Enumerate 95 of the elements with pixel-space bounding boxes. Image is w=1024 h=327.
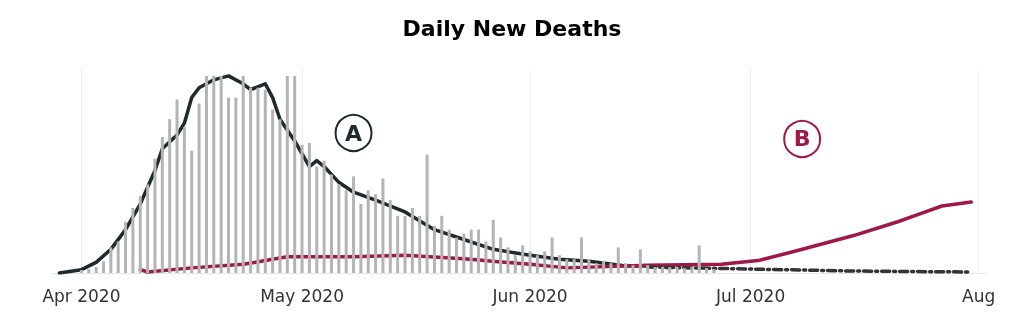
bar — [469, 229, 473, 273]
bar — [418, 215, 422, 273]
bar — [705, 268, 709, 273]
bar — [227, 97, 230, 273]
bar — [329, 174, 333, 273]
bar — [212, 75, 216, 273]
bar — [322, 160, 326, 273]
bar — [190, 150, 194, 273]
bar — [146, 184, 150, 273]
bar — [660, 267, 664, 273]
bar — [638, 249, 642, 273]
bar — [616, 247, 620, 273]
bar — [624, 263, 628, 273]
bar — [506, 247, 510, 273]
annotation: A — [345, 120, 363, 146]
bar — [690, 267, 694, 273]
bar — [241, 75, 245, 273]
bar — [587, 259, 591, 273]
bar — [293, 75, 297, 273]
bar — [609, 263, 613, 273]
bar — [87, 269, 91, 273]
bar — [447, 229, 451, 273]
bar — [79, 270, 83, 273]
bar — [491, 219, 495, 273]
bar — [425, 154, 429, 273]
bar — [602, 261, 606, 273]
bar — [668, 267, 672, 273]
bar — [263, 89, 267, 273]
x-tick-label: Jul 2020 — [715, 285, 786, 306]
bar — [175, 99, 179, 273]
bar — [410, 207, 414, 273]
bar — [499, 237, 503, 273]
bar — [712, 269, 716, 273]
bar — [697, 245, 701, 273]
bar — [535, 255, 539, 273]
bar — [454, 237, 458, 273]
bar — [543, 251, 547, 273]
bar — [344, 190, 348, 273]
bar — [352, 176, 356, 273]
bar — [477, 229, 481, 273]
bar — [168, 119, 172, 273]
bar — [182, 127, 186, 273]
bar — [285, 75, 289, 273]
annotation: B — [793, 126, 811, 152]
bar — [484, 241, 488, 273]
bar — [138, 196, 142, 273]
bar — [432, 225, 436, 273]
bar — [462, 233, 466, 273]
bar — [315, 166, 319, 273]
bar — [359, 204, 363, 273]
bar — [94, 267, 98, 273]
bar — [307, 142, 311, 273]
bar — [565, 259, 569, 273]
bar — [682, 268, 686, 273]
x-tick-label: Aug — [962, 285, 996, 306]
bar — [271, 109, 275, 273]
bar — [513, 255, 517, 273]
bar — [631, 265, 635, 273]
x-tick-label: Apr 2020 — [42, 285, 121, 306]
bar — [572, 259, 576, 273]
bar — [521, 245, 525, 273]
bar — [153, 158, 157, 273]
bar — [116, 241, 120, 273]
bar — [440, 215, 444, 273]
bar — [256, 87, 260, 273]
bar — [109, 247, 113, 273]
bar — [300, 144, 304, 273]
bar — [101, 261, 105, 273]
bar — [675, 267, 679, 273]
bar — [197, 103, 201, 273]
bar — [374, 194, 378, 273]
bar — [594, 263, 598, 273]
bar — [388, 200, 392, 273]
bar — [528, 251, 532, 273]
bar — [219, 75, 223, 273]
bar — [580, 237, 584, 273]
bar — [249, 87, 253, 273]
bar — [278, 119, 282, 273]
bar — [234, 97, 238, 273]
bar — [653, 267, 657, 273]
bar — [124, 221, 128, 273]
bar — [204, 75, 208, 273]
bar — [381, 178, 385, 273]
bar — [557, 255, 561, 273]
bar — [396, 215, 400, 273]
bar — [131, 207, 135, 273]
bar — [337, 184, 341, 273]
bar — [550, 237, 554, 273]
bar — [366, 190, 370, 273]
x-tick-label: May 2020 — [260, 285, 344, 306]
chart-title: Daily New Deaths — [402, 15, 622, 41]
bar — [646, 265, 650, 273]
bar — [403, 215, 407, 273]
x-tick-label: Jun 2020 — [491, 285, 568, 306]
bar — [160, 136, 164, 273]
